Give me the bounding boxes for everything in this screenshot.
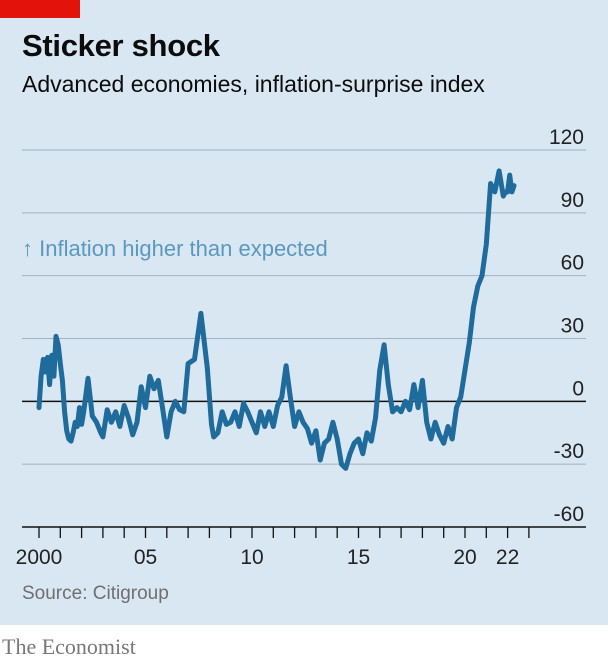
- y-tick-label: 30: [561, 315, 584, 338]
- y-tick-label: 90: [561, 189, 584, 212]
- line-chart: -60 -30 0 30 60 90 120 2000 05 10 15 20 22 ↑ Inflat…: [16, 126, 586, 569]
- source-note: Source: Citigroup: [22, 583, 169, 604]
- x-tick-label: 2000: [16, 546, 63, 569]
- y-tick-label: 120: [549, 126, 584, 149]
- y-tick-label: 0: [572, 377, 584, 400]
- x-tick-label: 05: [134, 546, 157, 569]
- y-tick-label: -60: [554, 503, 584, 526]
- y-tick-labels: -60 -30 0 30 60 90 120: [549, 126, 584, 526]
- grid-lines: [22, 149, 586, 465]
- brand-red-tag: [0, 0, 80, 18]
- x-axis: 2000 05 10 15 20 22: [16, 526, 586, 569]
- publisher-brand: The Economist: [2, 634, 136, 659]
- y-tick-label: -30: [554, 440, 584, 463]
- series-line: [36, 168, 517, 471]
- annotation-text: ↑ Inflation higher than expected: [22, 236, 328, 261]
- x-tick-label: 20: [453, 546, 476, 569]
- x-tick-label: 22: [496, 546, 519, 569]
- chart-panel: [0, 0, 608, 625]
- y-tick-label: 60: [561, 252, 584, 275]
- chart-title: Sticker shock: [22, 28, 220, 63]
- chart-subtitle: Advanced economies, inflation-surprise i…: [22, 71, 485, 97]
- x-tick-label: 15: [347, 546, 370, 569]
- x-tick-label: 10: [240, 546, 263, 569]
